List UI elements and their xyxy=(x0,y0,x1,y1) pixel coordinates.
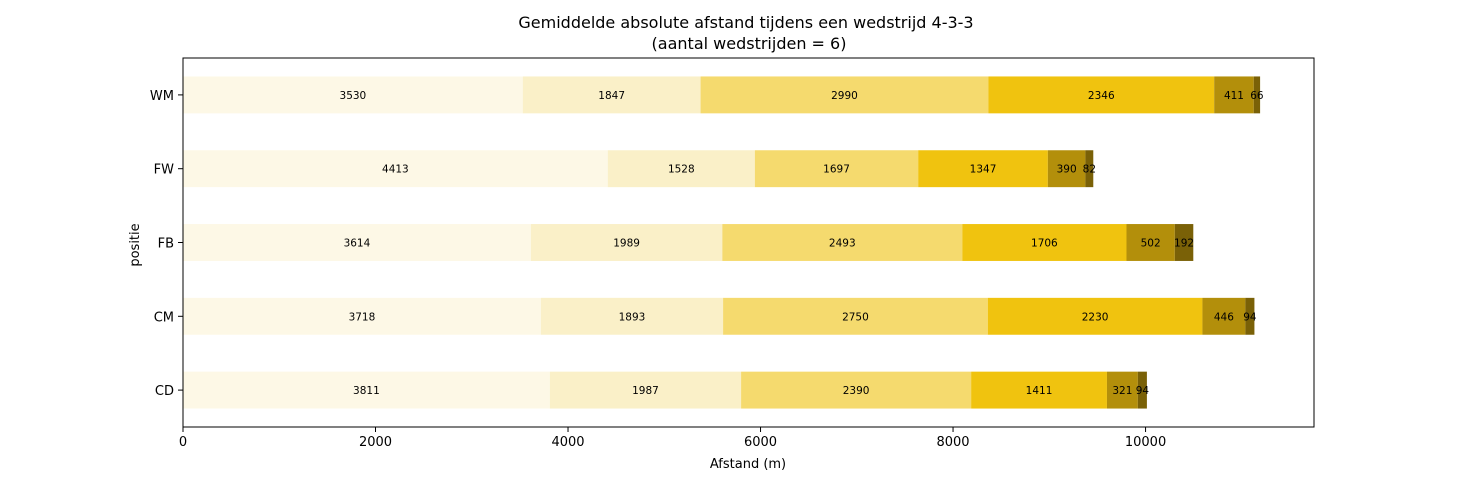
data-label-cd-4: 1411 xyxy=(1026,385,1053,397)
x-axis: 0 2000 4000 6000 8000 10000 xyxy=(179,427,1166,450)
x-tick-label: 2000 xyxy=(359,435,392,450)
bar-segment-fb-1 xyxy=(183,224,531,261)
data-label-fb-6: 192 xyxy=(1174,238,1194,250)
bar-segment-fb-5 xyxy=(1126,224,1175,261)
bar-segment-fw-3 xyxy=(754,150,919,188)
data-label-cd-1: 3811 xyxy=(353,385,380,397)
data-label-fb-4: 1706 xyxy=(1031,238,1058,250)
bar-segment-cm-1 xyxy=(183,297,541,335)
x-tick-label: 10000 xyxy=(1125,435,1166,450)
bar-segment-cm-5 xyxy=(1202,297,1246,335)
bar-segment-cd-3 xyxy=(741,371,972,409)
data-label-fb-3: 2493 xyxy=(829,238,856,250)
data-label-cm-1: 3718 xyxy=(349,311,376,323)
data-label-cd-6: 94 xyxy=(1136,385,1150,397)
bar-segment-fw-1 xyxy=(183,150,608,188)
chart-title: Gemiddelde absolute afstand tijdens een … xyxy=(518,13,973,32)
chart-subtitle: (aantal wedstrijden = 6) xyxy=(652,34,847,53)
bar-segment-wm-5 xyxy=(1214,76,1254,114)
data-label-wm-1: 3530 xyxy=(340,90,367,102)
x-tick-label: 6000 xyxy=(744,435,777,450)
bar-segment-cd-5 xyxy=(1106,371,1138,409)
data-label-cd-5: 321 xyxy=(1112,385,1132,397)
y-tick-label-cd: CD xyxy=(155,384,174,399)
data-label-fw-5: 390 xyxy=(1057,164,1077,176)
bar-segment-wm-1 xyxy=(183,76,523,114)
x-tick-label: 0 xyxy=(179,435,187,450)
y-axis: CD CM FB FW WM xyxy=(150,89,183,399)
x-axis-label: Afstand (m) xyxy=(710,457,786,472)
y-tick-label-fw: FW xyxy=(154,163,174,178)
bar-segment-cm-6 xyxy=(1245,297,1255,335)
data-label-wm-4: 2346 xyxy=(1088,90,1115,102)
x-tick-label: 8000 xyxy=(936,435,969,450)
y-axis-label: positie xyxy=(128,223,143,266)
data-label-cm-3: 2750 xyxy=(842,311,869,323)
data-label-cm-4: 2230 xyxy=(1082,311,1109,323)
x-tick-label: 4000 xyxy=(551,435,584,450)
bar-segment-fw-4 xyxy=(918,150,1048,188)
bar-segment-fb-6 xyxy=(1174,224,1194,261)
data-label-cm-6: 94 xyxy=(1243,311,1257,323)
data-label-wm-6: 66 xyxy=(1250,90,1264,102)
bar-segment-fb-4 xyxy=(962,224,1127,261)
bar-segment-fw-2 xyxy=(607,150,755,188)
bar-segment-wm-2 xyxy=(522,76,701,114)
bar-segment-cd-2 xyxy=(549,371,742,409)
data-label-fb-1: 3614 xyxy=(344,238,371,250)
data-labels-group: 3811 1987 2390 1411 321 94 3718 1893 2750 2230 446… xyxy=(340,90,1264,397)
bar-segment-cm-3 xyxy=(723,297,988,335)
bar-segment-cm-2 xyxy=(540,297,724,335)
bar-segment-wm-4 xyxy=(988,76,1215,114)
data-label-cm-2: 1893 xyxy=(619,311,646,323)
data-label-fw-6: 82 xyxy=(1083,164,1096,176)
bar-segment-fw-6 xyxy=(1085,150,1094,188)
data-label-cm-5: 446 xyxy=(1214,311,1234,323)
y-tick-label-wm: WM xyxy=(150,89,174,104)
data-label-wm-2: 1847 xyxy=(598,90,625,102)
data-label-wm-3: 2990 xyxy=(831,90,858,102)
data-label-cd-2: 1987 xyxy=(632,385,659,397)
data-label-fw-4: 1347 xyxy=(970,164,997,176)
data-label-fb-5: 502 xyxy=(1141,238,1161,250)
bars-group xyxy=(183,76,1261,409)
data-label-wm-5: 411 xyxy=(1224,90,1244,102)
bar-segment-wm-3 xyxy=(700,76,989,114)
bar-segment-fb-2 xyxy=(530,224,723,261)
data-label-fw-1: 4413 xyxy=(382,164,409,176)
bar-segment-cd-1 xyxy=(183,371,550,409)
bar-segment-cd-4 xyxy=(971,371,1107,409)
y-tick-label-cm: CM xyxy=(154,310,174,325)
bar-segment-wm-6 xyxy=(1253,76,1261,114)
data-label-cd-3: 2390 xyxy=(843,385,870,397)
bar-segment-fw-5 xyxy=(1047,150,1086,188)
data-label-fb-2: 1989 xyxy=(613,238,640,250)
y-tick-label-fb: FB xyxy=(158,237,174,252)
bar-segment-cd-6 xyxy=(1137,371,1147,409)
bar-segment-cm-4 xyxy=(987,297,1203,335)
data-label-fw-3: 1697 xyxy=(823,164,850,176)
data-label-fw-2: 1528 xyxy=(668,164,695,176)
bar-segment-fb-3 xyxy=(722,224,963,261)
